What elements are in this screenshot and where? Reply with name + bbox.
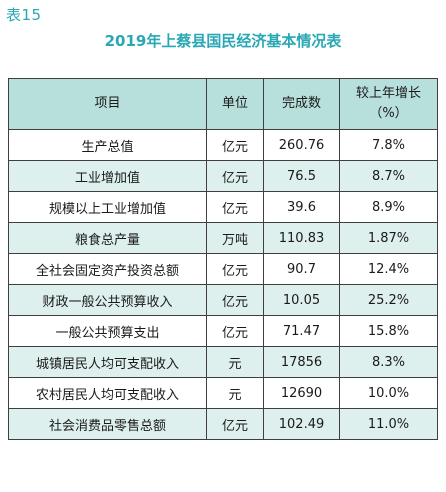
- row-growth: 8.7%: [339, 160, 438, 192]
- row-growth: 15.8%: [339, 315, 438, 347]
- row-unit: 亿元: [206, 408, 264, 440]
- row-growth: 25.2%: [339, 284, 438, 316]
- row-unit: 元: [206, 377, 264, 409]
- header-growth-line1: 较上年增长: [355, 86, 421, 101]
- row-value: 76.5: [263, 160, 340, 192]
- row-unit: 亿元: [206, 284, 264, 316]
- table-row: 城镇居民人均可支配收入 元 17856 8.3%: [8, 346, 438, 378]
- row-unit: 亿元: [206, 129, 264, 161]
- row-growth: 8.9%: [339, 191, 438, 223]
- row-value: 102.49: [263, 408, 340, 440]
- row-growth: 8.3%: [339, 346, 438, 378]
- row-growth: 12.4%: [339, 253, 438, 285]
- row-value: 12690: [263, 377, 340, 409]
- row-value: 10.05: [263, 284, 340, 316]
- table-row: 农村居民人均可支配收入 元 12690 10.0%: [8, 377, 438, 409]
- row-value: 17856: [263, 346, 340, 378]
- table-row: 社会消费品零售总额 亿元 102.49 11.0%: [8, 408, 438, 440]
- row-value: 260.76: [263, 129, 340, 161]
- table-title: 2019年上蔡县国民经济基本情况表: [104, 32, 342, 50]
- row-item: 财政一般公共预算收入: [8, 284, 207, 316]
- table-row: 全社会固定资产投资总额 亿元 90.7 12.4%: [8, 253, 438, 285]
- row-unit: 亿元: [206, 315, 264, 347]
- table-row: 规模以上工业增加值 亿元 39.6 8.9%: [8, 191, 438, 223]
- economic-stats-table: 项目 单位 完成数 较上年增长 （%） 生产总值 亿元 260.76 7.8% …: [8, 78, 438, 440]
- row-value: 90.7: [263, 253, 340, 285]
- header-completed: 完成数: [263, 78, 340, 130]
- row-unit: 亿元: [206, 191, 264, 223]
- row-item: 一般公共预算支出: [8, 315, 207, 347]
- table-row: 工业增加值 亿元 76.5 8.7%: [8, 160, 438, 192]
- row-item: 粮食总产量: [8, 222, 207, 254]
- row-growth: 10.0%: [339, 377, 438, 409]
- table-row: 财政一般公共预算收入 亿元 10.05 25.2%: [8, 284, 438, 316]
- row-growth: 7.8%: [339, 129, 438, 161]
- row-value: 71.47: [263, 315, 340, 347]
- header-growth: 较上年增长 （%）: [339, 78, 438, 130]
- header-growth-line2: （%）: [369, 106, 408, 121]
- row-item: 规模以上工业增加值: [8, 191, 207, 223]
- row-unit: 亿元: [206, 253, 264, 285]
- table-row: 生产总值 亿元 260.76 7.8%: [8, 129, 438, 161]
- row-item: 城镇居民人均可支配收入: [8, 346, 207, 378]
- row-unit: 万吨: [206, 222, 264, 254]
- table-number: 表15: [6, 6, 42, 24]
- row-unit: 亿元: [206, 160, 264, 192]
- row-growth: 1.87%: [339, 222, 438, 254]
- row-value: 110.83: [263, 222, 340, 254]
- row-item: 农村居民人均可支配收入: [8, 377, 207, 409]
- table-header-row: 项目 单位 完成数 较上年增长 （%）: [8, 78, 438, 130]
- row-value: 39.6: [263, 191, 340, 223]
- table-row: 粮食总产量 万吨 110.83 1.87%: [8, 222, 438, 254]
- table-row: 一般公共预算支出 亿元 71.47 15.8%: [8, 315, 438, 347]
- row-growth: 11.0%: [339, 408, 438, 440]
- row-unit: 元: [206, 346, 264, 378]
- row-item: 生产总值: [8, 129, 207, 161]
- row-item: 全社会固定资产投资总额: [8, 253, 207, 285]
- header-item: 项目: [8, 78, 207, 130]
- row-item: 工业增加值: [8, 160, 207, 192]
- header-unit: 单位: [206, 78, 264, 130]
- row-item: 社会消费品零售总额: [8, 408, 207, 440]
